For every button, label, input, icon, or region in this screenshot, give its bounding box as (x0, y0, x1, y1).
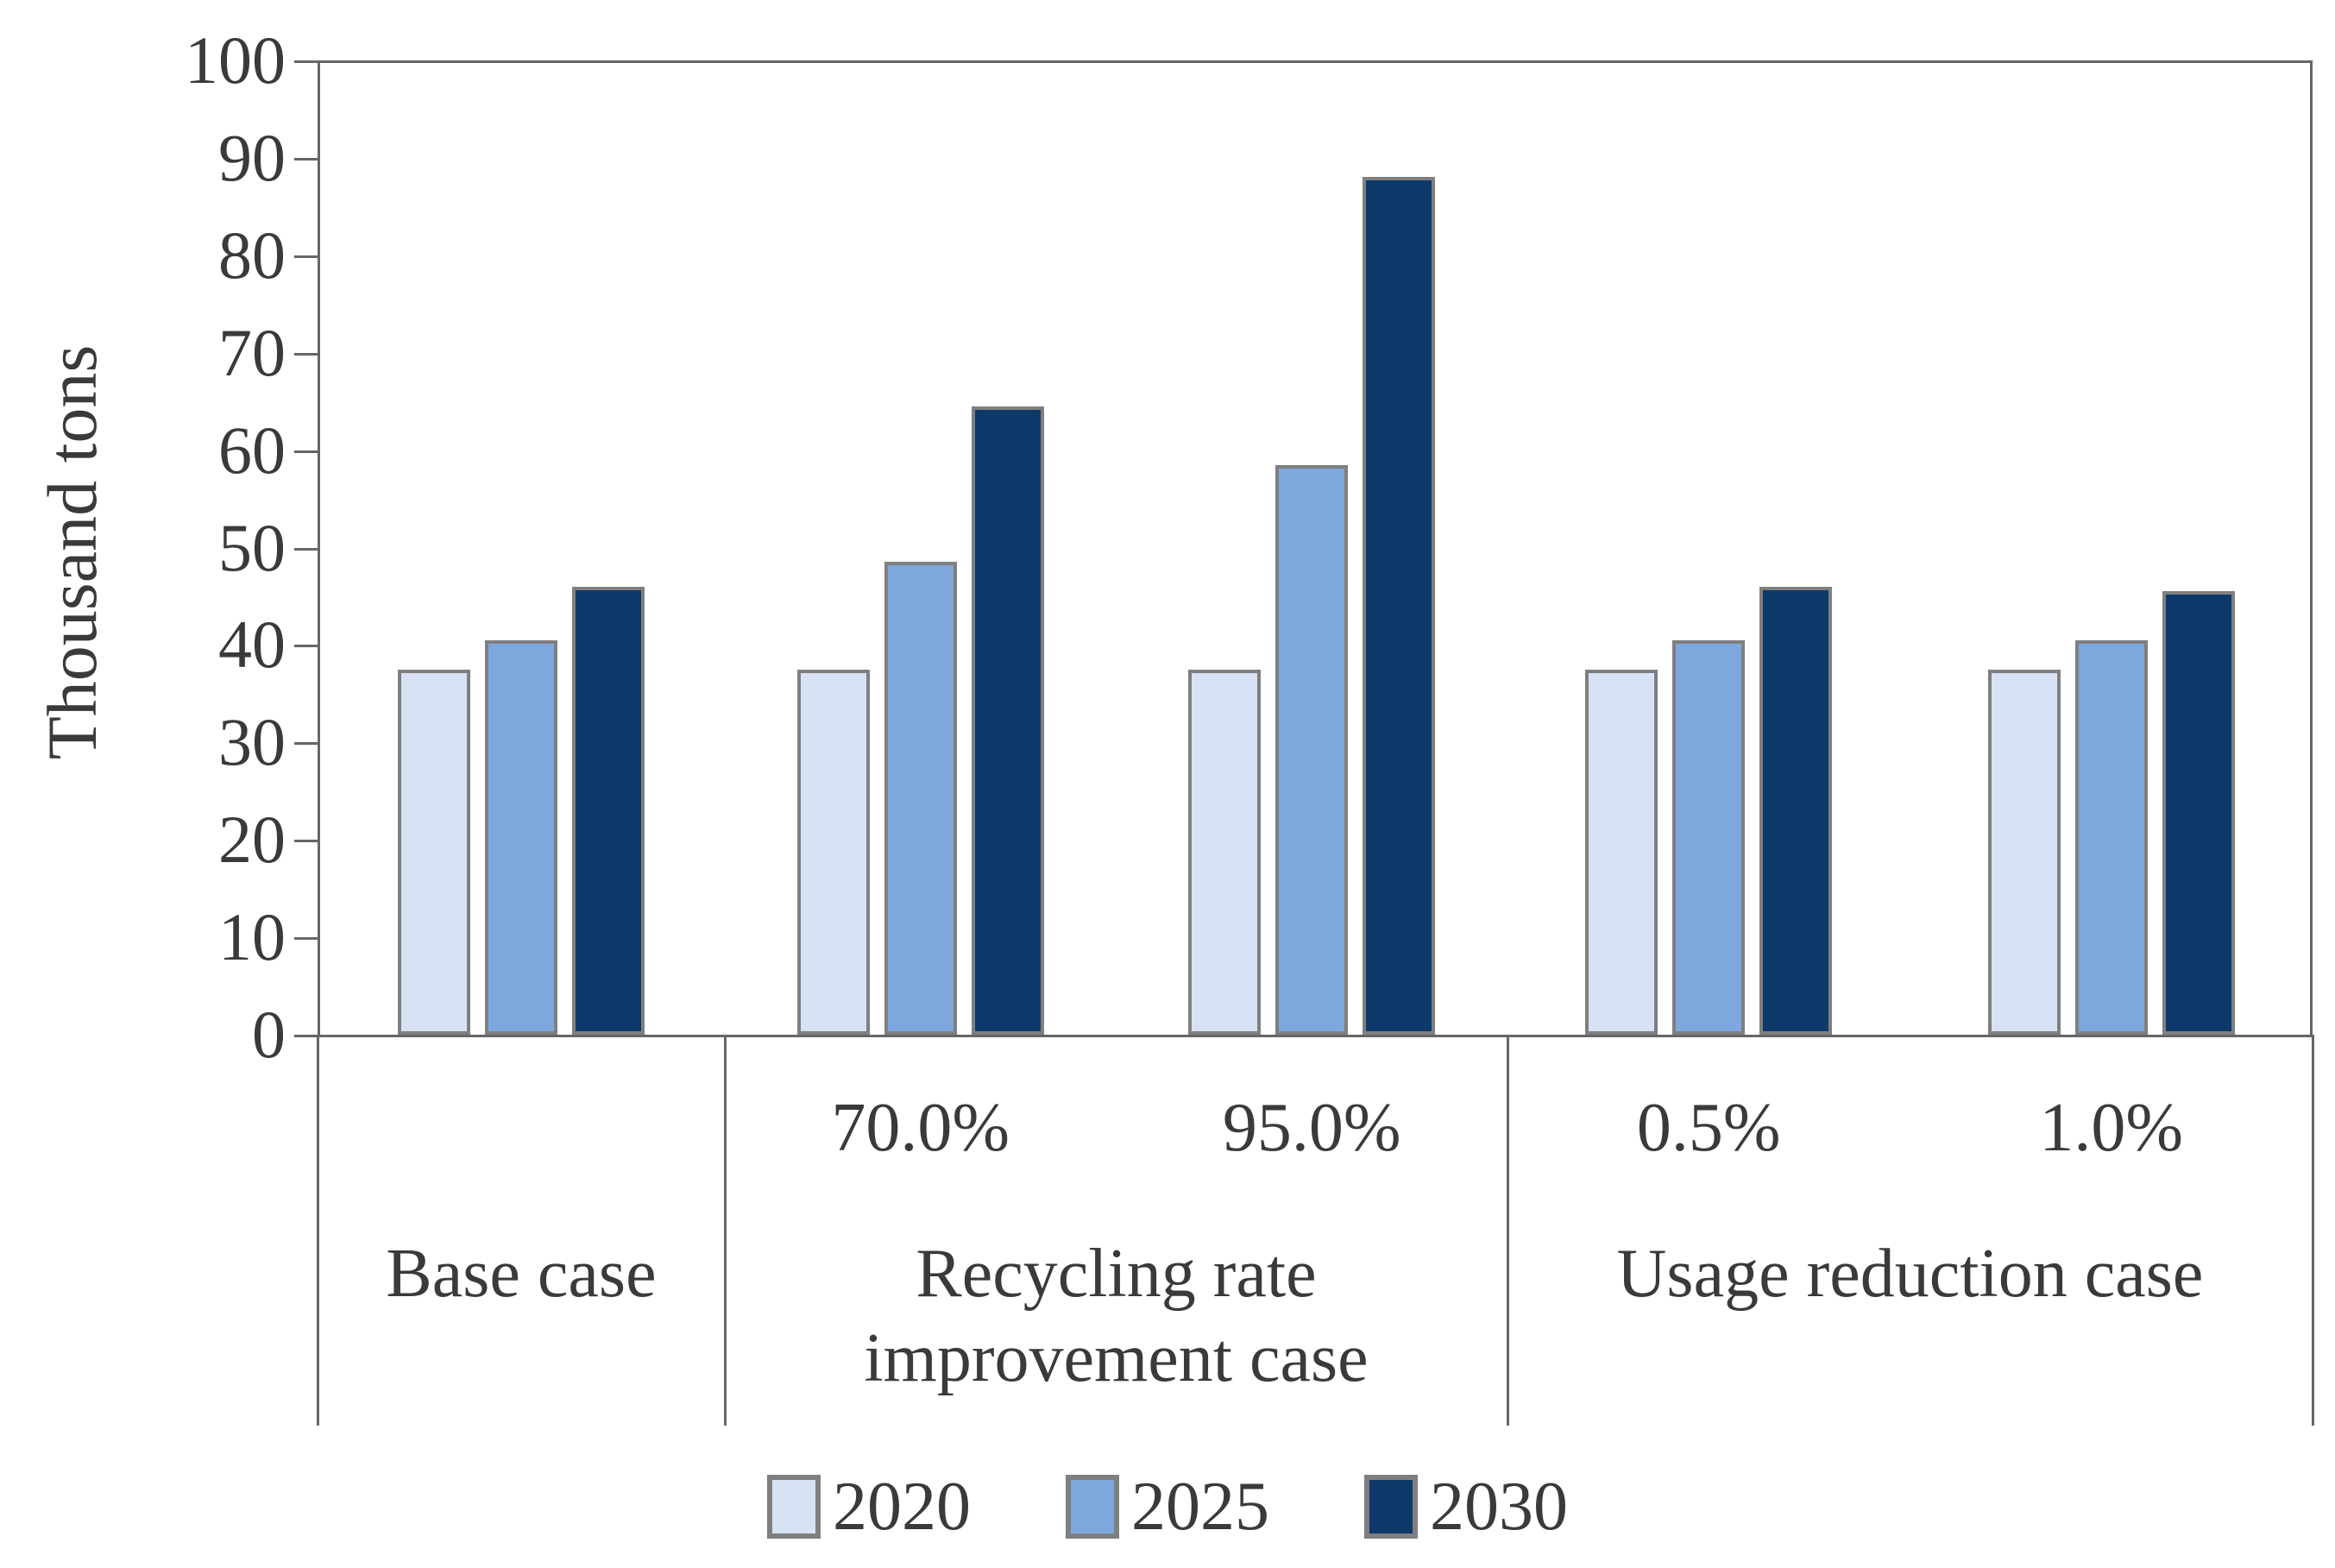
bar-2030-1.0 (2162, 591, 2235, 1035)
legend-item-2030: 2030 (1364, 1468, 1568, 1546)
y-axis-tick (294, 352, 318, 356)
legend-label: 2020 (833, 1468, 971, 1545)
bar-2020-1.0 (1987, 669, 2061, 1035)
bar-2030-0.5 (1759, 586, 1833, 1035)
y-axis-tick-label: 90 (218, 119, 286, 195)
y-axis-tick-label: 0 (252, 997, 286, 1072)
bar-2025-Basecase (485, 639, 557, 1035)
category-table-divider (1507, 1035, 1509, 1426)
case-label: Base case (386, 1236, 657, 1312)
bar-2030-Basecase (572, 586, 645, 1035)
bar-2020-70.0 (796, 669, 870, 1035)
bar-2030-70.0 (971, 406, 1044, 1035)
y-axis-tick (294, 450, 318, 453)
case-label: Usage reduction case (1616, 1236, 2204, 1312)
y-axis-tick-label: 80 (218, 217, 286, 293)
y-axis-tick-label: 40 (218, 607, 286, 683)
y-axis-tick-label: 10 (218, 899, 286, 975)
legend-swatch-2025 (1066, 1475, 1119, 1539)
legend-label: 2025 (1131, 1468, 1269, 1545)
bar-2020-95.0 (1188, 669, 1262, 1035)
y-axis-tick (294, 60, 318, 63)
y-axis-tick-label: 30 (218, 704, 286, 780)
category-table-divider (317, 1035, 319, 1426)
bar-2025-0.5 (1672, 639, 1746, 1035)
y-axis-tick (294, 840, 318, 843)
bar-2030-95.0 (1363, 177, 1436, 1035)
bar-2025-70.0 (884, 562, 957, 1035)
y-axis-tick-label: 50 (218, 509, 286, 585)
bar-2025-1.0 (2074, 639, 2148, 1035)
bar-2025-95.0 (1275, 464, 1349, 1035)
y-axis-tick-label: 60 (218, 412, 286, 488)
subcategory-label: 0.5% (1636, 1090, 1781, 1166)
y-axis-tick (294, 547, 318, 551)
bar-2020-Basecase (398, 669, 470, 1035)
bar-2020-0.5 (1585, 669, 1658, 1035)
legend: 2020 2025 2030 (0, 1455, 2335, 1559)
subcategory-label: 95.0% (1222, 1090, 1401, 1166)
legend-swatch-2020 (767, 1475, 821, 1539)
y-axis-tick (294, 157, 318, 161)
category-table-divider (2312, 1035, 2314, 1426)
subcategory-label: 70.0% (831, 1090, 1010, 1166)
y-axis-tick (294, 255, 318, 258)
legend-item-2020: 2020 (767, 1468, 971, 1546)
case-label: Recycling rate improvement case (864, 1236, 1369, 1396)
y-axis-tick (294, 645, 318, 648)
y-axis-title: Thousand tons (33, 344, 111, 760)
subcategory-label: 1.0% (2039, 1090, 2184, 1166)
legend-swatch-2030 (1364, 1475, 1418, 1539)
y-axis-tick (294, 742, 318, 746)
y-axis-tick (294, 1035, 318, 1037)
y-axis-tick-label: 100 (185, 22, 286, 98)
legend-label: 2030 (1430, 1468, 1568, 1545)
legend-item-2025: 2025 (1066, 1468, 1269, 1546)
category-table-divider (724, 1035, 727, 1426)
y-axis-tick (294, 937, 318, 941)
y-axis-tick-label: 20 (218, 802, 286, 878)
y-axis-tick-label: 70 (218, 314, 286, 390)
